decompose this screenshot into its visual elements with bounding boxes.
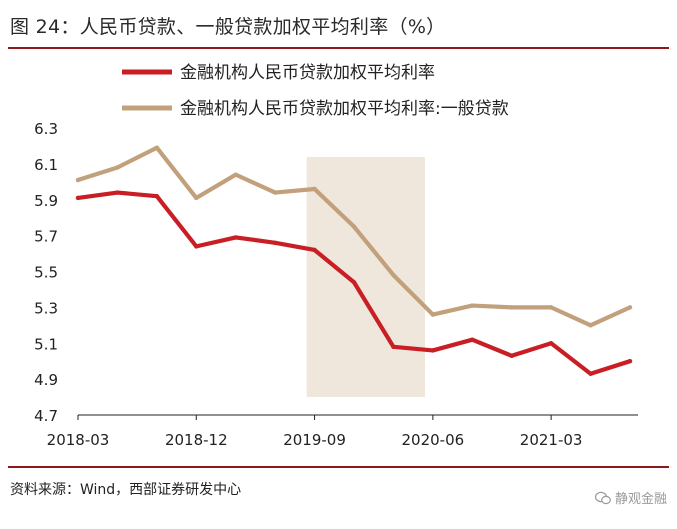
footer-divider [8, 466, 669, 468]
data-point-2 [154, 145, 160, 150]
data-point-1 [588, 371, 593, 376]
x-tick-label: 2020-06 [402, 431, 465, 449]
data-point-1 [75, 195, 81, 201]
y-axis-ticks: 6.3 6.1 5.9 5.7 5.5 5.3 5.1 4.9 4.7 [34, 120, 58, 425]
legend-label-1: 金融机构人民币贷款加权平均利率 [180, 63, 435, 83]
wechat-icon [594, 491, 611, 505]
data-point-2 [272, 190, 278, 195]
data-point-2 [75, 177, 81, 183]
data-point-1 [470, 337, 475, 342]
source-note: 资料来源：Wind，西部证券研发中心 [10, 482, 242, 498]
data-point-2 [115, 165, 120, 170]
data-point-2 [627, 305, 633, 310]
data-point-1 [430, 348, 436, 353]
y-tick-label: 6.1 [34, 156, 58, 174]
data-point-1 [548, 341, 554, 346]
x-axis-ticks: 2018-03 2018-12 2019-09 2020-06 2021-03 [47, 415, 583, 449]
x-tick-label: 2018-03 [47, 431, 110, 449]
x-tick-label: 2019-09 [283, 431, 346, 449]
data-point-1 [194, 244, 199, 249]
title-divider [8, 47, 669, 49]
data-point-1 [627, 358, 633, 364]
y-tick-label: 5.1 [34, 335, 58, 353]
watermark: 静观金融 [594, 488, 667, 507]
data-point-2 [430, 312, 436, 317]
y-tick-label: 5.5 [34, 264, 58, 282]
y-tick-label: 4.7 [34, 407, 58, 425]
data-point-2 [351, 224, 357, 229]
data-point-2 [470, 303, 475, 308]
shaded-period [306, 157, 425, 397]
data-point-2 [233, 172, 238, 177]
data-point-1 [115, 190, 120, 195]
y-tick-label: 5.3 [34, 299, 58, 317]
data-point-2 [312, 186, 317, 192]
x-tick-label: 2021-03 [520, 431, 583, 449]
data-point-1 [509, 353, 514, 359]
data-point-1 [272, 240, 278, 245]
data-point-2 [548, 305, 554, 310]
y-tick-label: 4.9 [34, 371, 58, 389]
data-point-1 [391, 344, 396, 350]
legend-label-2: 金融机构人民币贷款加权平均利率:一般贷款 [180, 99, 509, 119]
data-point-2 [509, 305, 514, 310]
y-tick-label: 5.7 [34, 228, 58, 246]
y-tick-label: 5.9 [34, 192, 58, 210]
data-point-2 [588, 323, 593, 328]
data-point-1 [154, 193, 160, 199]
data-point-2 [194, 195, 199, 201]
data-point-1 [312, 247, 317, 253]
watermark-text: 静观金融 [614, 492, 667, 507]
data-point-1 [351, 280, 357, 285]
data-point-2 [391, 272, 396, 278]
x-tick-label: 2018-12 [165, 431, 228, 449]
data-point-1 [233, 235, 238, 240]
y-tick-label: 6.3 [34, 120, 58, 138]
series-lines [75, 145, 633, 376]
figure-title: 图 24：人民币贷款、一般贷款加权平均利率（%） [10, 16, 446, 38]
